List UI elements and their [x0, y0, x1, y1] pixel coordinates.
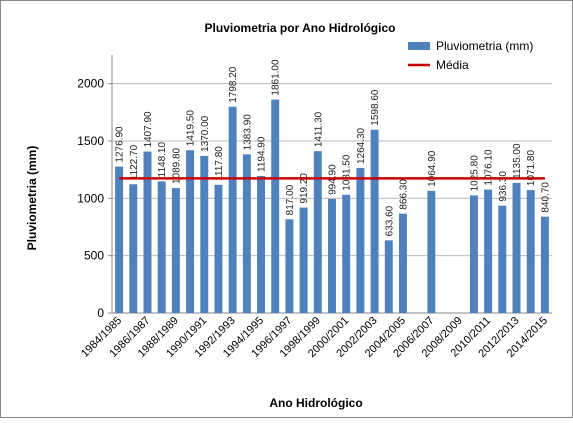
data-label: 1148.10 — [157, 142, 168, 178]
data-label: 633.60 — [384, 205, 395, 236]
bar — [512, 182, 521, 313]
bar — [328, 198, 336, 313]
bar — [257, 175, 266, 313]
bar — [271, 99, 280, 313]
bar — [313, 151, 322, 313]
data-label: 1264.30 — [356, 127, 367, 164]
bar — [526, 190, 535, 313]
data-label: 1276.90 — [115, 126, 126, 163]
data-label: 919.20 — [299, 173, 310, 204]
data-label: 1122.70 — [129, 144, 140, 180]
data-label: 1411.30 — [313, 111, 324, 147]
y-tick-label: 500 — [84, 249, 104, 263]
bar — [469, 195, 478, 313]
data-label: 1370.00 — [200, 115, 211, 152]
bar — [171, 188, 180, 313]
bar — [242, 154, 251, 313]
data-label: 817.00 — [285, 184, 296, 215]
bar — [484, 189, 493, 313]
legend-swatch — [408, 42, 430, 50]
bar — [228, 106, 237, 313]
bar — [427, 190, 436, 313]
y-tick-label: 2000 — [77, 77, 104, 91]
data-label: 1064.90 — [427, 150, 438, 187]
data-label: 1419.50 — [186, 110, 197, 147]
bar — [214, 184, 223, 313]
bar — [143, 151, 152, 313]
x-axis-label: Ano Hidrológico — [269, 396, 362, 410]
bar — [384, 240, 393, 313]
bar — [370, 129, 379, 313]
y-tick-label: 1000 — [77, 191, 104, 205]
legend-label: Pluviometria (mm) — [436, 39, 533, 53]
data-label: 1076.10 — [484, 149, 495, 186]
data-label: 1407.90 — [143, 111, 154, 148]
data-label: 866.30 — [398, 179, 409, 210]
bar — [540, 216, 549, 313]
y-tick-label: 1500 — [77, 134, 104, 148]
data-label: 1135.00 — [512, 143, 523, 179]
data-label: 840.70 — [540, 182, 551, 213]
y-axis-label: Pluviometria (mm) — [25, 146, 39, 251]
bar — [285, 219, 294, 313]
bar — [356, 168, 365, 313]
data-label: 1598.60 — [370, 89, 381, 126]
data-label: 1071.80 — [526, 150, 537, 187]
bar — [186, 150, 195, 313]
bar — [498, 205, 507, 313]
bar — [129, 184, 138, 313]
bar — [115, 166, 124, 313]
bar — [398, 213, 407, 313]
data-label: 1194.90 — [257, 136, 268, 172]
bar — [200, 155, 209, 313]
chart-title: Pluviometria por Ano Hidrológico — [205, 21, 396, 35]
data-label: 1383.90 — [242, 114, 253, 151]
data-label: 1117.80 — [214, 146, 225, 181]
data-label: 1798.20 — [228, 66, 239, 103]
y-tick-label: 0 — [97, 306, 104, 320]
bar — [299, 207, 308, 313]
bar — [157, 181, 166, 313]
bar — [342, 194, 351, 313]
data-label: 1861.00 — [271, 59, 282, 96]
data-label: 936.30 — [498, 171, 509, 202]
legend-label: Média — [436, 58, 469, 72]
data-label: 1089.80 — [171, 147, 182, 184]
data-label: 1031.50 — [342, 154, 353, 191]
data-label: 1025.80 — [469, 155, 480, 192]
